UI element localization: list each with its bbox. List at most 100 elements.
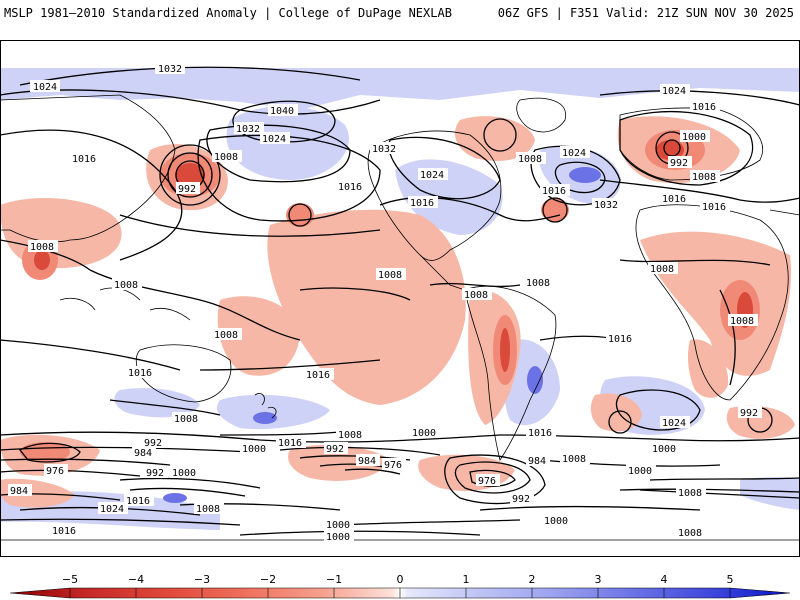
isobar-1000-so2 [279, 446, 441, 456]
coast-africa [635, 204, 789, 401]
label-1000-bottom2: 1000 [544, 516, 568, 527]
label-1008-africa: 1008 [650, 264, 674, 275]
label-1040: 1040 [270, 106, 294, 117]
label-1008-pac-c: 1008 [378, 270, 402, 281]
anomaly-map: 1032 1024 1016 1040 1032 1024 1016 992 1… [0, 40, 800, 557]
label-1016-pac: 1016 [338, 182, 362, 193]
coast-greenland [516, 97, 566, 133]
colorbar-tick-label: 2 [529, 573, 536, 586]
label-1016-asia: 1016 [72, 154, 96, 165]
blue-core-austral [163, 493, 187, 503]
colorbar-tick-label: −2 [260, 573, 276, 586]
label-984-so4: 984 [10, 486, 28, 497]
label-1024-nw: 1024 [33, 82, 57, 93]
label-976-so2: 976 [384, 460, 402, 471]
label-1008-euro: 1008 [692, 172, 716, 183]
isobar-1016-satl [608, 410, 632, 434]
label-1024-atl: 1024 [562, 148, 586, 159]
red-c-pacific [217, 296, 300, 376]
label-1008-indo: 1008 [214, 330, 238, 341]
coast-n-america [367, 130, 502, 261]
label-1024-canada: 1024 [420, 170, 444, 181]
blue-arctic-band [0, 68, 800, 110]
label-992-so3: 992 [146, 468, 164, 479]
label-1024-so: 1024 [100, 504, 124, 515]
red-s-pac-cyclone [288, 444, 390, 481]
isobar-1016-pac [119, 214, 381, 237]
isobar-1000-low [167, 152, 213, 198]
label-1032-pac: 1032 [236, 124, 260, 135]
label-1016-atl: 1016 [542, 186, 566, 197]
label-1000-sio: 1000 [652, 444, 676, 455]
label-1008-low: 1008 [214, 152, 238, 163]
red-s-africa [687, 339, 729, 398]
positive-anomaly-strong [163, 167, 601, 503]
blue-s-indian [114, 388, 200, 418]
isobar-1016-euro [619, 111, 754, 186]
label-1008-satl: 1008 [562, 454, 586, 465]
colorbar-tick-label: 4 [661, 573, 668, 586]
red-core-sio [20, 442, 70, 462]
label-1000-satl: 1000 [628, 466, 652, 477]
colorbar-tick-label: −4 [128, 573, 144, 586]
label-1008-sam2: 1008 [526, 278, 550, 289]
red-core-natl [541, 198, 569, 222]
isobar-1016-sio [0, 339, 181, 371]
isobar-1008-sam [429, 282, 521, 288]
label-1000-so3: 1000 [172, 468, 196, 479]
isobar-1000-bottom2 [479, 505, 701, 511]
isobar-1000-so3 [119, 477, 261, 489]
label-992-so1: 992 [144, 438, 162, 449]
red-deep-sw [34, 250, 50, 270]
label-1000-euro: 1000 [682, 132, 706, 143]
isobar-1016-spac [199, 359, 381, 371]
label-1016-atl-s: 1016 [528, 428, 552, 439]
label-1024-satl: 1024 [662, 418, 686, 429]
blue-core-spac [253, 412, 277, 424]
header-bar: MSLP 1981–2010 Standardized Anomaly | Co… [0, 0, 800, 40]
label-1008-sam: 1008 [464, 290, 488, 301]
isobar-1016-so [0, 518, 241, 526]
colorbar-ticks: −5 −4 −3 −2 −1 0 1 2 3 4 5 [62, 573, 734, 598]
isobar-1008-pac-c [299, 287, 411, 301]
negative-anomaly-shading [0, 116, 795, 508]
isobar-1008-so1 [0, 431, 501, 443]
label-1024-pac: 1024 [262, 134, 286, 145]
label-984-so2: 984 [358, 456, 376, 467]
label-1008-seasia: 1008 [114, 280, 138, 291]
isobar-1008-afr-s [719, 289, 736, 386]
blue-core-atlantic [569, 167, 601, 183]
red-e-pacific [267, 209, 466, 405]
label-1032-atl: 1032 [594, 200, 618, 211]
label-1008-afr-s: 1008 [730, 316, 754, 327]
label-984-sam: 984 [528, 456, 546, 467]
label-992-so2: 992 [326, 444, 344, 455]
isobar-1000-sio [649, 477, 800, 481]
label-976-sam: 976 [478, 476, 496, 487]
blue-s-pacific [216, 394, 330, 430]
label-984-so1: 984 [134, 448, 152, 459]
label-1000-so1: 1000 [242, 444, 266, 455]
isobar-1008-africa [619, 259, 771, 266]
label-1016-so: 1016 [126, 496, 150, 507]
blue-core-sam [527, 366, 543, 394]
isobar-1016-asia [0, 129, 183, 261]
isobar-1016-natl [542, 197, 568, 223]
isobar-984-so1 [0, 469, 141, 477]
isobar-976-so1 [18, 442, 81, 463]
label-992-sam: 992 [512, 494, 530, 505]
label-1008-sio: 1008 [678, 488, 702, 499]
label-1008-atl: 1008 [518, 154, 542, 165]
label-992-sio: 992 [740, 408, 758, 419]
map-title: MSLP 1981–2010 Standardized Anomaly | Co… [4, 6, 452, 20]
colorbar-tick-label: −5 [62, 573, 78, 586]
label-1016-med: 1016 [662, 194, 686, 205]
label-1032-north: 1032 [158, 64, 182, 75]
label-1008-india: 1008 [30, 242, 54, 253]
label-1008-so1: 1008 [338, 430, 362, 441]
coast-s-america [464, 285, 557, 461]
isobar-1032-north [19, 66, 361, 86]
blue-se-corner [740, 477, 800, 510]
colorbar-tick-label: 0 [397, 573, 404, 586]
label-1016-sam-s: 1016 [608, 334, 632, 345]
